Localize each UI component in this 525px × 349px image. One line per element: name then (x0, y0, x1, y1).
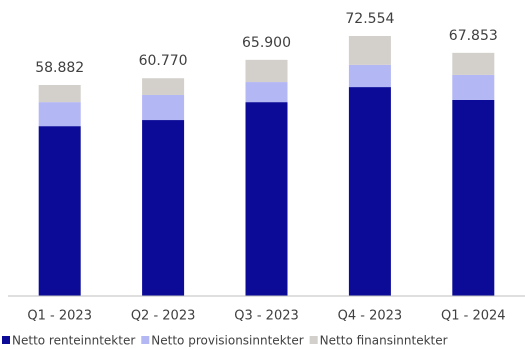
total-label: 67.853 (449, 28, 498, 44)
x-tick-label: Q1 - 2024 (441, 309, 506, 324)
total-label: 72.554 (345, 11, 394, 27)
legend-label: Netto renteinntekter (12, 334, 135, 348)
legend-swatch (2, 336, 10, 344)
bar-segment (142, 120, 185, 296)
bar-segment (245, 82, 288, 103)
bar-segment (142, 78, 185, 95)
total-label: 58.882 (35, 60, 84, 76)
bar-segment (142, 94, 185, 121)
bar-segment (38, 84, 81, 103)
bar-segment (452, 99, 495, 296)
total-label: 60.770 (139, 53, 188, 69)
bar-segment (348, 64, 391, 88)
legend-label: Netto provisionsinntekter (151, 334, 303, 348)
bar-segment (452, 74, 495, 100)
x-tick-label: Q3 - 2023 (234, 309, 299, 324)
bar-segment (38, 102, 81, 127)
x-tick-label: Q4 - 2023 (338, 309, 403, 324)
bar-segment (348, 87, 391, 297)
x-tick-label: Q2 - 2023 (131, 309, 196, 324)
legend-label: Netto finansinntekter (320, 334, 448, 348)
bar-segment (348, 36, 391, 65)
bar-segment (38, 126, 81, 296)
bar-segment (245, 102, 288, 296)
bar-segment (452, 52, 495, 75)
bar-segment (245, 59, 288, 83)
legend-swatch (309, 336, 318, 344)
x-tick-label: Q1 - 2023 (27, 309, 92, 324)
total-label: 65.900 (242, 35, 291, 51)
legend-swatch (141, 336, 150, 344)
